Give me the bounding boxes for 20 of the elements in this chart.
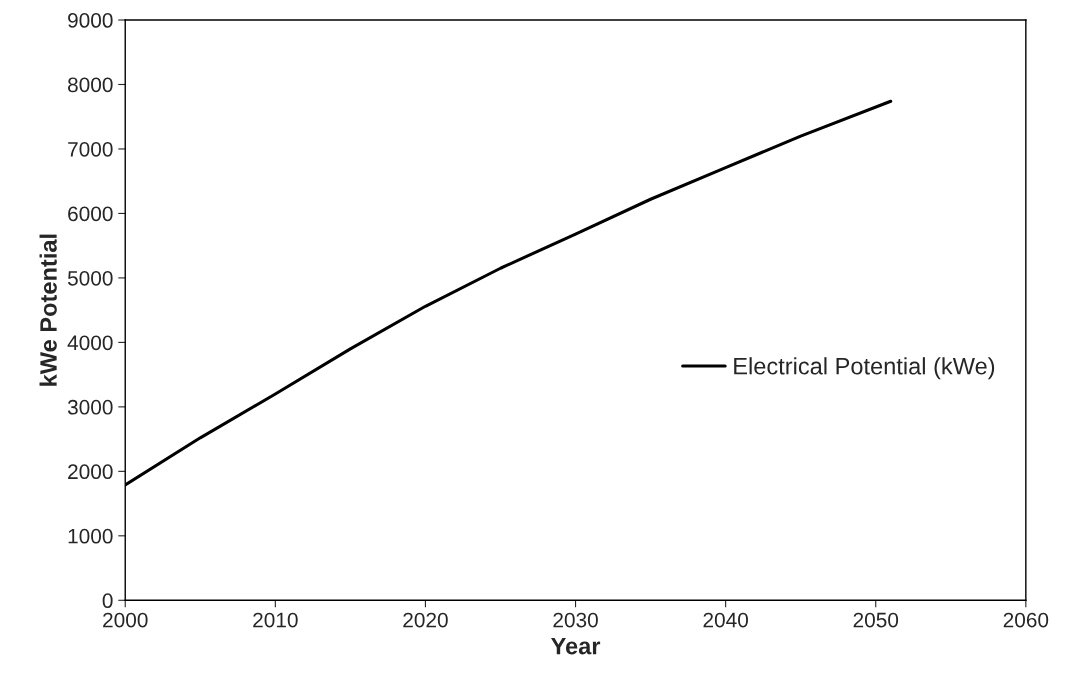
y-tick-label: 0 bbox=[102, 593, 113, 609]
x-tick-label: 2010 bbox=[253, 612, 298, 628]
x-tick-label: 2050 bbox=[853, 612, 899, 628]
x-tick-label: 2000 bbox=[103, 612, 148, 628]
y-tick-label: 6000 bbox=[68, 206, 113, 222]
y-tick-label: 8000 bbox=[67, 77, 113, 93]
x-tick-label: 2030 bbox=[553, 612, 598, 628]
x-tick-label: 2040 bbox=[703, 612, 748, 628]
y-tick-label: 4000 bbox=[67, 335, 113, 351]
y-tick-label: 5000 bbox=[67, 270, 113, 286]
y-tick-label: 7000 bbox=[68, 141, 113, 157]
legend-label: Electrical Potential (kWe) bbox=[734, 357, 995, 380]
x-axis-title: Year bbox=[550, 637, 601, 655]
y-tick-label: 9000 bbox=[68, 13, 113, 28]
x-tick-label: 2020 bbox=[403, 612, 448, 628]
y-tick-label: 2000 bbox=[68, 464, 113, 480]
y-tick-label: 1000 bbox=[68, 528, 113, 544]
y-axis-title: kWe Potential bbox=[39, 234, 57, 386]
x-tick-label: 2060 bbox=[1003, 612, 1049, 628]
y-tick-label: 3000 bbox=[67, 399, 113, 415]
